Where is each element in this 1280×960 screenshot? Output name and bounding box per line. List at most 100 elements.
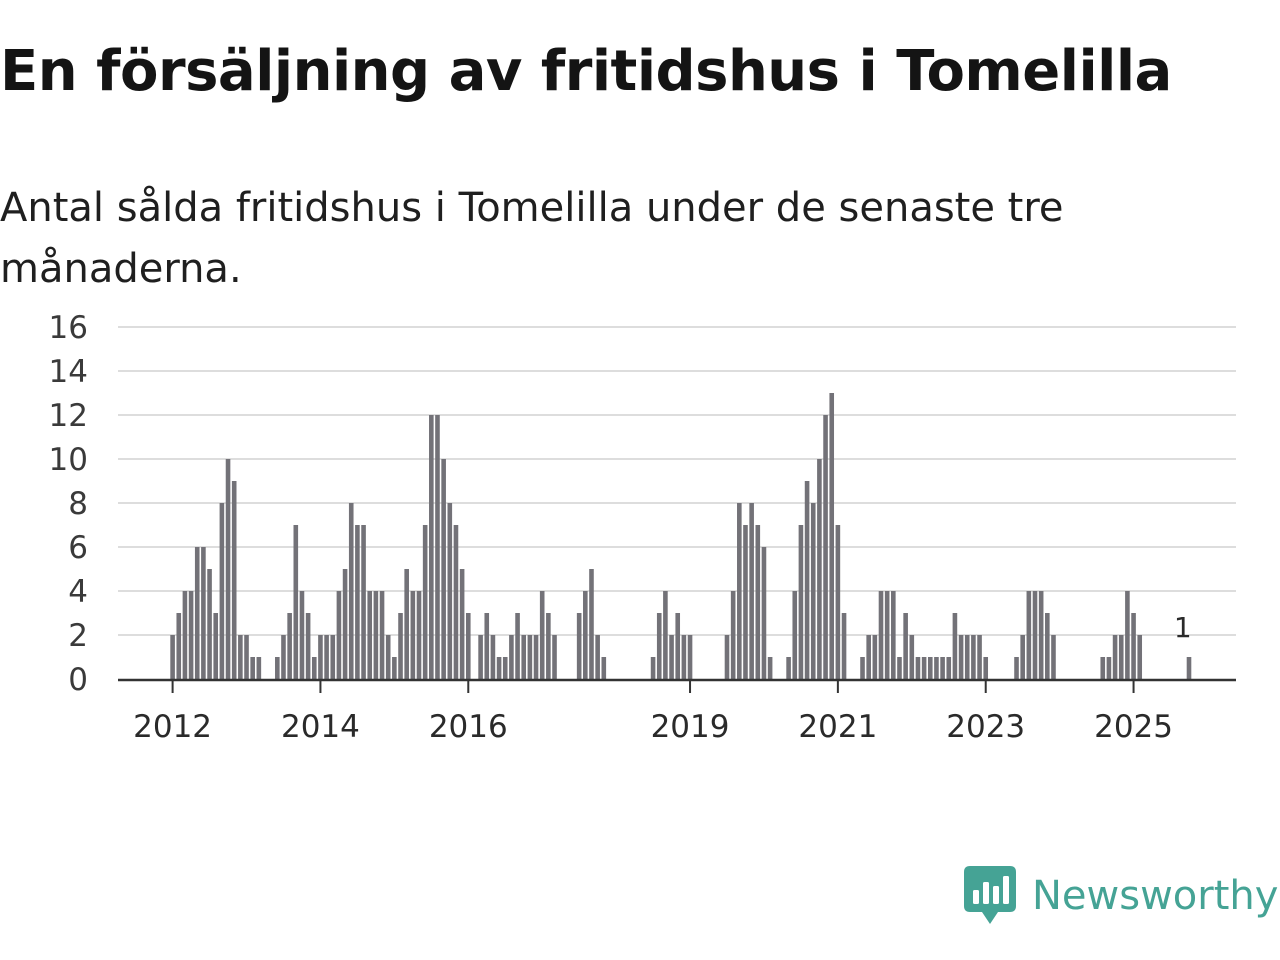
bar — [459, 569, 465, 679]
bar — [841, 613, 847, 679]
bar — [921, 657, 927, 679]
bar — [299, 591, 305, 679]
bar — [330, 635, 336, 679]
bar — [225, 459, 231, 679]
bar — [533, 635, 539, 679]
y-axis-ticks: 0 2 4 6 8 10 12 14 16 — [49, 310, 88, 698]
bar — [515, 613, 520, 679]
bar — [952, 613, 958, 679]
bar — [730, 591, 736, 679]
bar — [367, 591, 373, 679]
bar — [521, 635, 527, 679]
bar — [318, 635, 323, 679]
x-tick-label: 2021 — [798, 709, 877, 745]
bar — [478, 635, 483, 679]
bar — [293, 525, 299, 679]
bar — [429, 415, 434, 679]
bar — [422, 525, 428, 679]
bar — [447, 503, 453, 679]
bar — [909, 635, 915, 679]
bar — [502, 657, 508, 679]
bar — [891, 591, 896, 679]
bar — [256, 657, 262, 679]
bar — [484, 613, 490, 679]
bar — [453, 525, 459, 679]
bar — [1118, 635, 1124, 679]
bar — [490, 635, 496, 679]
bar — [927, 657, 933, 679]
bar — [792, 591, 798, 679]
bar — [355, 525, 360, 679]
bar — [1032, 591, 1038, 679]
x-tick-label: 2012 — [133, 709, 212, 745]
data-labels: 1 — [1174, 611, 1192, 644]
y-tick-label: 12 — [49, 398, 88, 434]
chart-title: En försäljning av fritidshus i Tomelilla — [0, 39, 1172, 104]
bar — [743, 525, 748, 679]
bar — [250, 657, 255, 679]
bar — [1014, 657, 1019, 679]
bar — [176, 613, 182, 679]
bar — [964, 635, 970, 679]
bar — [465, 613, 471, 679]
bar — [188, 591, 194, 679]
bars — [170, 393, 1192, 679]
bar — [903, 613, 908, 679]
bar — [1106, 657, 1112, 679]
chart-subtitle: Antal sålda fritidshus i Tomelilla under… — [0, 185, 1064, 292]
bar — [539, 591, 545, 679]
bar — [681, 635, 687, 679]
bar — [238, 635, 243, 679]
bar — [182, 591, 188, 679]
bar — [878, 591, 884, 679]
bar — [669, 635, 674, 679]
bar — [804, 481, 810, 679]
bar — [546, 613, 551, 679]
bar — [1137, 635, 1143, 679]
bar — [940, 657, 945, 679]
bar — [786, 657, 791, 679]
x-tick-label: 2019 — [651, 709, 730, 745]
bar — [946, 657, 952, 679]
bar — [410, 591, 416, 679]
bar — [194, 547, 200, 679]
chart-bubble-icon — [964, 866, 1016, 924]
bar — [1125, 591, 1130, 679]
bar — [650, 657, 656, 679]
y-tick-label: 10 — [49, 442, 88, 478]
bar — [872, 635, 878, 679]
bar — [392, 657, 397, 679]
bar — [767, 657, 773, 679]
bar — [552, 635, 557, 679]
bar — [583, 591, 588, 679]
bar — [1026, 591, 1032, 679]
bar — [761, 547, 767, 679]
bar — [231, 481, 237, 679]
bar — [1100, 657, 1106, 679]
bar — [983, 657, 989, 679]
bar — [170, 635, 175, 679]
bar — [749, 503, 754, 679]
bar — [823, 415, 828, 679]
bar — [601, 657, 607, 679]
bar — [509, 635, 514, 679]
bar — [379, 591, 385, 679]
bar — [1051, 635, 1056, 679]
bar — [342, 569, 348, 679]
bar — [589, 569, 594, 679]
bar — [897, 657, 902, 679]
gridlines — [118, 326, 1236, 636]
bar — [219, 503, 225, 679]
bar — [866, 635, 871, 679]
y-tick-label: 16 — [49, 310, 88, 346]
bar — [1020, 635, 1025, 679]
bar — [441, 459, 446, 679]
bar — [817, 459, 822, 679]
y-tick-label: 2 — [68, 618, 88, 654]
bar — [860, 657, 865, 679]
y-tick-label: 4 — [68, 574, 88, 610]
bar — [385, 635, 391, 679]
bar — [977, 635, 982, 679]
highlight-value-label: 1 — [1174, 611, 1192, 644]
bar — [324, 635, 329, 679]
